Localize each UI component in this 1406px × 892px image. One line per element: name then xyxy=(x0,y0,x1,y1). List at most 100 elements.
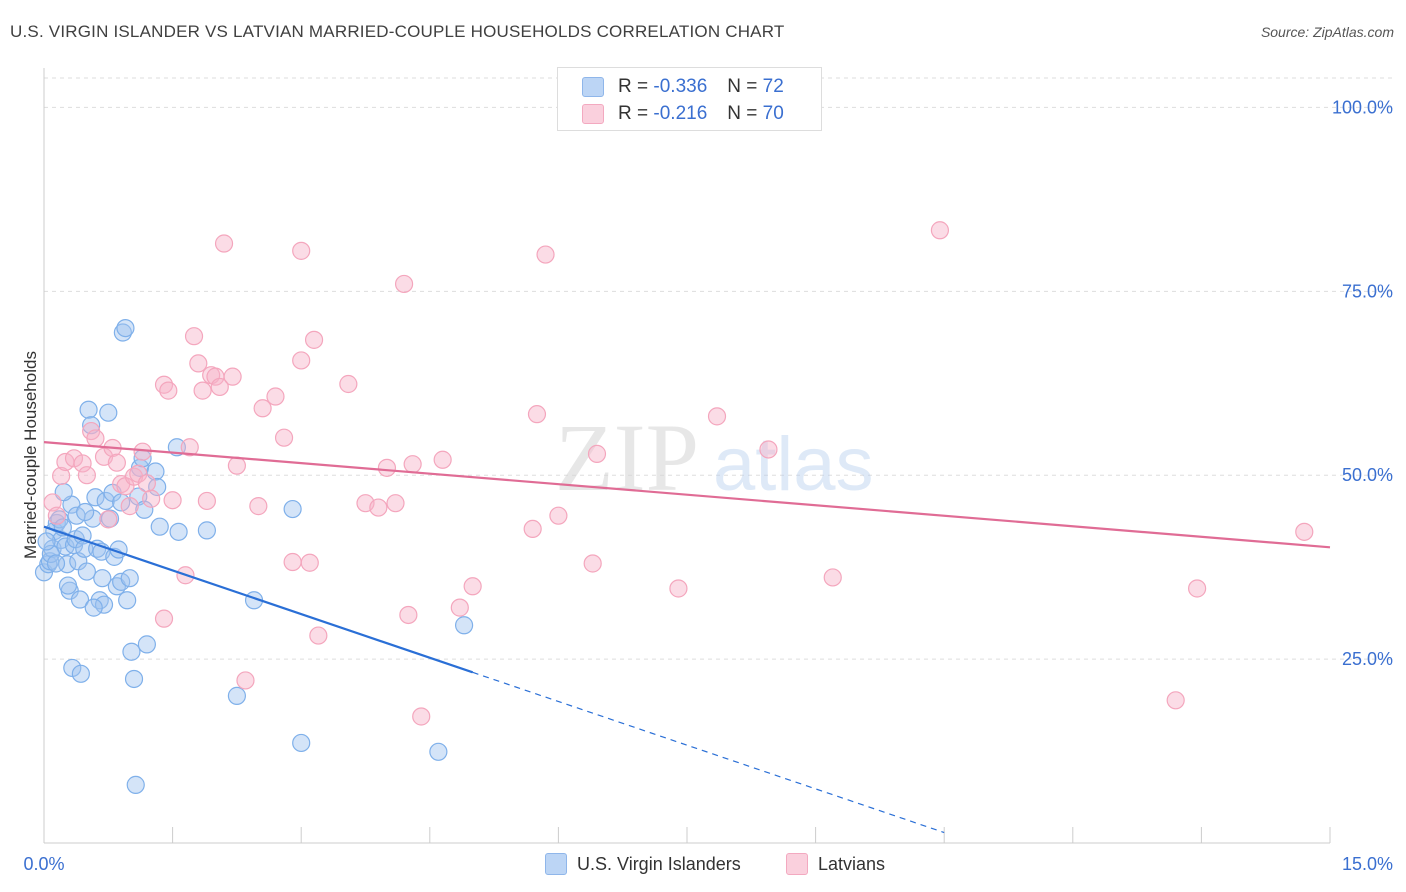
point-latvians xyxy=(339,374,358,394)
point-latvians xyxy=(759,440,778,459)
point-virgin-islanders xyxy=(86,488,105,507)
point-latvians xyxy=(463,577,482,596)
point-latvians xyxy=(1188,579,1207,598)
point-virgin-islanders xyxy=(454,616,474,635)
point-virgin-islanders xyxy=(46,554,66,573)
point-latvians xyxy=(433,450,452,469)
point-latvians xyxy=(227,456,246,475)
point-virgin-islanders xyxy=(79,400,98,419)
point-latvians xyxy=(292,351,311,370)
series-latvians xyxy=(43,221,1314,726)
point-virgin-islanders xyxy=(118,591,137,610)
x-tick-label: 0.0% xyxy=(23,854,64,874)
point-latvians xyxy=(193,381,212,400)
point-latvians xyxy=(214,234,234,253)
point-latvians xyxy=(412,707,431,726)
point-virgin-islanders xyxy=(167,438,186,457)
y-tick-label: 25.0% xyxy=(1342,649,1393,669)
point-virgin-islanders xyxy=(94,595,114,614)
n-label: N = xyxy=(727,103,758,124)
point-latvians xyxy=(266,387,285,406)
series-virgin-islanders xyxy=(34,318,474,794)
point-latvians xyxy=(377,458,397,477)
stats-row-virgin-islanders: R = -0.336 N = 72 xyxy=(582,76,784,98)
point-latvians xyxy=(823,568,842,587)
y-tick-label: 50.0% xyxy=(1342,465,1393,485)
legend-swatch-virgin-islanders xyxy=(545,853,567,875)
point-virgin-islanders xyxy=(93,569,112,588)
point-latvians xyxy=(236,671,255,690)
legend-swatch-latvians xyxy=(786,853,808,875)
tick-labels: 25.0% 50.0% 75.0% 100.0% 0.0% 15.0% xyxy=(23,97,1393,874)
grid-lines xyxy=(44,77,1392,660)
point-virgin-islanders xyxy=(99,403,118,422)
point-latvians xyxy=(300,553,319,572)
swatch-latvians xyxy=(582,104,604,124)
point-virgin-islanders xyxy=(137,635,156,654)
point-latvians xyxy=(107,453,126,472)
legend-label-latvians: Latvians xyxy=(818,853,886,874)
point-latvians xyxy=(304,330,324,349)
point-virgin-islanders xyxy=(70,590,90,609)
point-latvians xyxy=(403,455,422,474)
point-virgin-islanders xyxy=(37,532,56,551)
point-virgin-islanders xyxy=(227,686,246,705)
point-latvians xyxy=(253,399,272,418)
point-latvians xyxy=(399,605,418,625)
point-virgin-islanders xyxy=(124,669,144,689)
point-latvians xyxy=(369,498,388,517)
point-latvians xyxy=(274,428,294,447)
n-value: 70 xyxy=(762,103,784,124)
point-latvians xyxy=(249,497,268,516)
point-latvians xyxy=(1295,522,1314,541)
point-virgin-islanders xyxy=(292,733,311,753)
r-value: -0.336 xyxy=(653,76,708,97)
legend-item-latvians: Latvians xyxy=(786,853,885,875)
trend-line-latvians xyxy=(43,441,1331,549)
point-latvians xyxy=(47,506,66,525)
point-latvians xyxy=(99,510,118,529)
point-virgin-islanders xyxy=(77,562,96,581)
x-tick-label: 15.0% xyxy=(1342,854,1393,874)
point-virgin-islanders xyxy=(84,598,103,617)
point-virgin-islanders xyxy=(116,318,135,338)
axes xyxy=(43,68,1331,844)
point-virgin-islanders xyxy=(429,742,448,761)
point-latvians xyxy=(292,241,311,260)
point-latvians xyxy=(669,579,688,598)
point-latvians xyxy=(1166,691,1185,710)
point-latvians xyxy=(120,497,139,516)
point-latvians xyxy=(197,491,216,511)
n-label: N = xyxy=(727,76,758,97)
stats-row-latvians: R = -0.216 N = 70 xyxy=(582,103,784,125)
point-latvians xyxy=(86,429,105,448)
point-latvians xyxy=(142,489,161,508)
trend-line-extension xyxy=(472,671,945,834)
point-latvians xyxy=(180,438,199,457)
point-latvians xyxy=(309,626,328,645)
point-latvians xyxy=(707,407,727,426)
point-latvians xyxy=(587,444,607,463)
r-value: -0.216 xyxy=(653,103,708,124)
point-latvians xyxy=(73,454,92,473)
point-latvians xyxy=(159,381,178,400)
point-virgin-islanders xyxy=(197,521,216,540)
point-virgin-islanders xyxy=(58,576,78,595)
point-latvians xyxy=(386,494,405,513)
point-virgin-islanders xyxy=(150,517,169,536)
point-virgin-islanders xyxy=(283,499,302,519)
point-latvians xyxy=(930,221,950,240)
point-latvians xyxy=(52,466,71,486)
point-latvians xyxy=(536,245,555,264)
point-latvians xyxy=(450,598,469,617)
y-axis-label: Married-couple Households xyxy=(21,351,40,559)
trend-line-virgin-islanders xyxy=(43,525,474,674)
point-latvians xyxy=(189,354,208,373)
point-latvians xyxy=(527,405,547,424)
r-label: R = xyxy=(618,76,649,97)
point-latvians xyxy=(549,506,568,525)
point-latvians xyxy=(210,377,229,397)
point-latvians xyxy=(154,609,174,628)
swatch-virgin-islanders xyxy=(582,77,604,97)
